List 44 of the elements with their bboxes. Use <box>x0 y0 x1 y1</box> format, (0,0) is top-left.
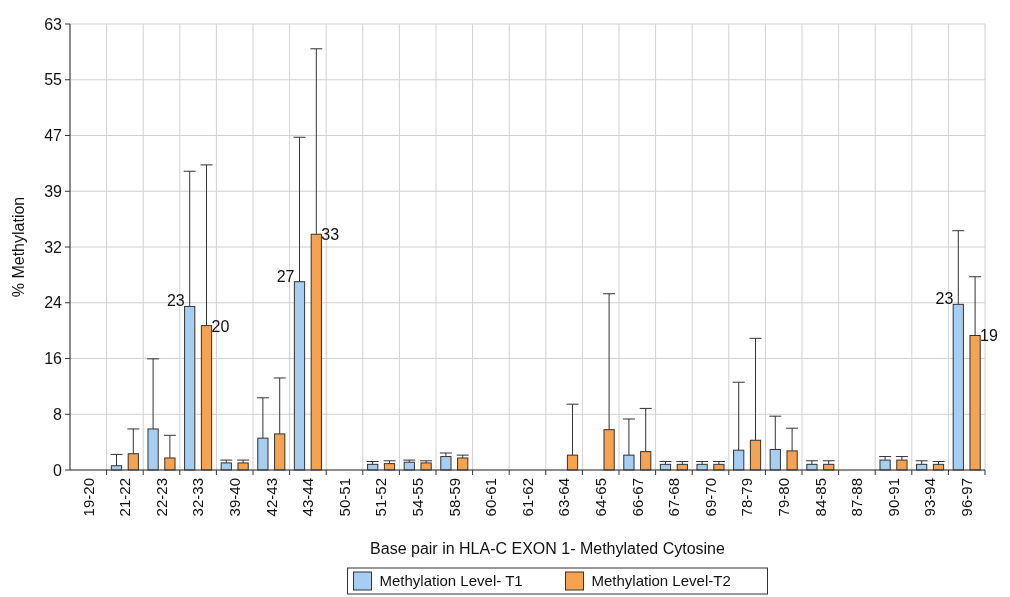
y-tick-label: 63 <box>44 15 63 33</box>
y-tick-label: 16 <box>44 350 63 368</box>
x-tick-label: 39-40 <box>225 478 243 517</box>
x-tick-label: 58-59 <box>445 478 463 517</box>
x-tick-label: 42-43 <box>262 478 280 517</box>
data-label: 19 <box>980 327 998 345</box>
data-label: 20 <box>211 317 230 335</box>
y-tick-label: 24 <box>44 294 63 312</box>
x-tick-label: 87-88 <box>848 478 866 517</box>
x-tick-label: 22-23 <box>152 478 170 517</box>
x-tick-label: 60-61 <box>482 478 500 517</box>
x-tick-label: 63-64 <box>555 478 573 517</box>
y-tick-label: 8 <box>53 405 63 423</box>
legend-label: Methylation Level-T2 <box>591 572 731 590</box>
x-tick-label: 96-97 <box>957 478 975 517</box>
x-tick-label: 84-85 <box>811 478 829 517</box>
x-axis-title: Base pair in HLA-C EXON 1- Methylated Cytosine <box>370 540 726 557</box>
x-tick-label: 43-44 <box>299 478 317 517</box>
x-tick-label: 51-52 <box>372 478 390 517</box>
x-tick-label: 21-22 <box>116 478 134 517</box>
x-tick-label: 79-80 <box>774 478 792 517</box>
y-tick-label: 32 <box>44 238 63 256</box>
data-label: 27 <box>276 267 295 285</box>
x-tick-label: 66-67 <box>628 478 646 517</box>
x-tick-label: 19-20 <box>79 478 97 517</box>
x-tick-label: 90-91 <box>884 478 902 517</box>
data-label: 23 <box>166 292 185 310</box>
x-tick-label: 93-94 <box>921 478 939 517</box>
y-tick-label: 39 <box>44 182 63 200</box>
x-tick-label: 50-51 <box>335 478 353 517</box>
data-label: 23 <box>935 290 954 308</box>
x-tick-label: 54-55 <box>408 478 426 517</box>
y-tick-label: 0 <box>53 461 63 479</box>
x-tick-label: 78-79 <box>738 478 756 517</box>
x-tick-label: 67-68 <box>665 478 683 517</box>
legend-label: Methylation Level- T1 <box>379 572 523 590</box>
data-label: 33 <box>321 226 340 244</box>
x-tick-label: 32-33 <box>189 478 207 517</box>
x-tick-label: 64-65 <box>591 478 609 517</box>
x-tick-label: 61-62 <box>518 478 536 517</box>
y-tick-label: 47 <box>44 127 63 145</box>
x-tick-label: 69-70 <box>701 478 719 517</box>
y-axis-title: % Methylation <box>10 196 27 298</box>
y-tick-label: 55 <box>44 71 63 89</box>
